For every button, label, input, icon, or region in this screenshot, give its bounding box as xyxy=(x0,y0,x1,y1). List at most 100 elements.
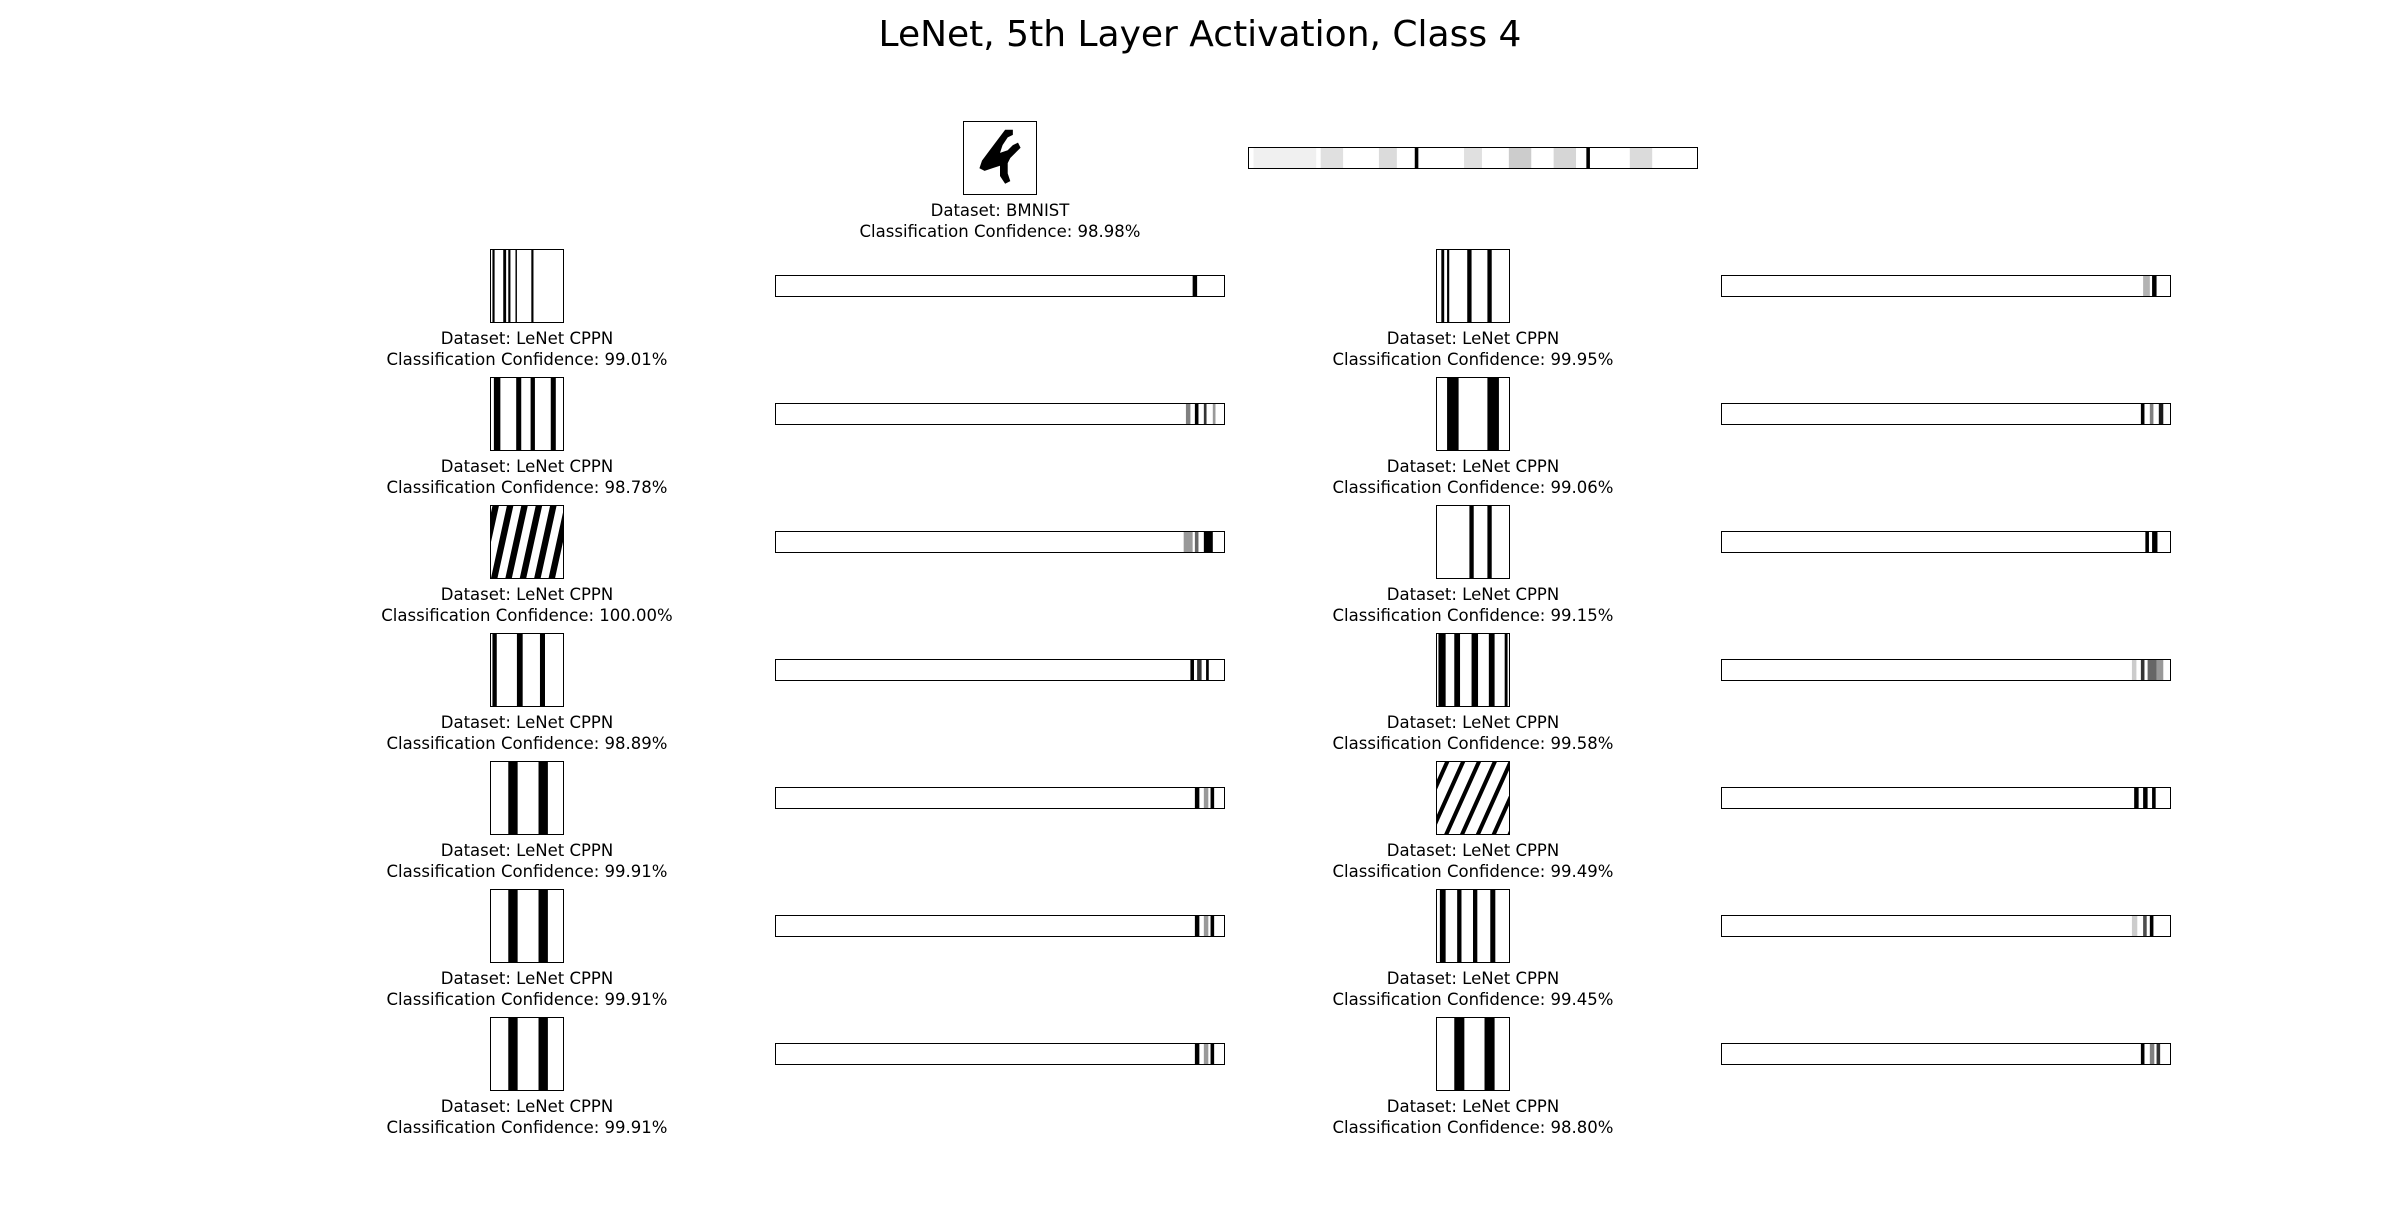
confidence-label: Classification Confidence: 99.49% xyxy=(1332,862,1614,881)
cppn-pattern-stripe xyxy=(531,250,534,322)
dataset-label: Dataset: LeNet CPPN xyxy=(440,713,614,732)
dataset-label: Dataset: LeNet CPPN xyxy=(440,969,614,988)
cppn-pattern-stripe xyxy=(1504,634,1508,706)
activation-stripe xyxy=(1194,1044,1200,1064)
cppn-pattern-stripe xyxy=(503,250,507,322)
cppn-pattern-stripe xyxy=(1487,378,1499,450)
activation-bar xyxy=(1721,915,2171,937)
cppn-pattern-svg xyxy=(1441,250,1492,322)
confidence-label: Classification Confidence: 98.80% xyxy=(1332,1118,1614,1137)
confidence-label: Classification Confidence: 99.15% xyxy=(1332,606,1614,625)
sample-caption: Dataset: LeNet CPPN Classification Confid… xyxy=(327,584,727,626)
activation-svg xyxy=(2145,532,2158,552)
confidence-label: Classification Confidence: 99.91% xyxy=(386,990,668,1009)
cppn-pattern-stripe xyxy=(1439,890,1446,962)
activation-svg xyxy=(2131,916,2154,936)
cppn-pattern-stripe xyxy=(1447,250,1450,322)
activation-stripe xyxy=(2152,788,2156,808)
activation-svg xyxy=(1183,532,1213,552)
confidence-label: Classification Confidence: 99.91% xyxy=(386,862,668,881)
cppn-pattern-diagonal-stripe xyxy=(491,506,514,578)
reference-activation-stripe xyxy=(1629,148,1653,168)
cppn-pattern-stripe xyxy=(1469,506,1474,578)
sample-caption: Dataset: LeNet CPPN Classification Confid… xyxy=(1273,712,1673,754)
cppn-pattern-stripe xyxy=(508,250,511,322)
activation-stripe xyxy=(1192,276,1198,296)
reference-activation-stripe xyxy=(1586,148,1590,168)
activation-bar xyxy=(1721,659,2171,681)
cppn-pattern-diagonal-stripe xyxy=(1475,762,1509,834)
cppn-pattern-svg xyxy=(508,890,548,962)
activation-stripe xyxy=(2140,1044,2145,1064)
cppn-pattern-stripe xyxy=(550,378,556,450)
cppn-pattern-stripe xyxy=(1441,250,1445,322)
activation-svg xyxy=(2131,660,2164,680)
activation-bar xyxy=(1721,403,2171,425)
activation-stripe xyxy=(2158,404,2164,424)
confidence-label: Classification Confidence: 100.00% xyxy=(381,606,673,625)
cppn-pattern-stripe xyxy=(538,1018,548,1090)
activation-stripe xyxy=(1194,532,1199,552)
activation-stripe xyxy=(2156,660,2164,680)
dataset-label: Dataset: LeNet CPPN xyxy=(1386,969,1560,988)
activation-stripe xyxy=(2131,660,2137,680)
activation-stripe xyxy=(2140,404,2145,424)
cppn-pattern-stripe xyxy=(1487,250,1492,322)
activation-bar xyxy=(1721,275,2171,297)
activation-stripe xyxy=(2131,916,2138,936)
confidence-label: Classification Confidence: 99.91% xyxy=(386,1118,668,1137)
confidence-label: Classification Confidence: 99.06% xyxy=(1332,478,1614,497)
sample-caption: Dataset: LeNet CPPN Classification Confid… xyxy=(327,328,727,370)
cppn-pattern-thumbnail xyxy=(490,377,564,451)
activation-bar xyxy=(775,659,1225,681)
confidence-label: Classification Confidence: 98.78% xyxy=(386,478,668,497)
cppn-pattern-stripe xyxy=(508,762,518,834)
activation-stripe xyxy=(2156,1044,2161,1064)
cppn-pattern-stripe xyxy=(1438,634,1446,706)
activation-bar xyxy=(775,531,1225,553)
reference-activation-stripe xyxy=(1508,148,1532,168)
sample-caption: Dataset: LeNet CPPN Classification Confid… xyxy=(327,456,727,498)
cppn-pattern-thumbnail xyxy=(1436,249,1510,323)
cppn-pattern-diagonal-stripe xyxy=(519,506,543,578)
reference-activation-stripe xyxy=(1253,148,1317,168)
cppn-pattern-thumbnail xyxy=(1436,633,1510,707)
cppn-pattern-svg xyxy=(491,506,563,578)
reference-caption: Dataset: BMNIST Classification Confidenc… xyxy=(800,200,1200,242)
reference-digit-thumbnail xyxy=(963,121,1037,195)
cppn-pattern-diagonal-stripe xyxy=(534,506,557,578)
activation-stripe xyxy=(2143,276,2150,296)
reference-activation-stripe xyxy=(1464,148,1482,168)
dataset-label: Dataset: LeNet CPPN xyxy=(1386,457,1560,476)
sample-caption: Dataset: LeNet CPPN Classification Confid… xyxy=(327,712,727,754)
activation-stripe xyxy=(1210,1044,1215,1064)
activation-bar xyxy=(775,1043,1225,1065)
activation-stripe xyxy=(2145,532,2149,552)
cppn-pattern-thumbnail xyxy=(490,249,564,323)
sample-caption: Dataset: LeNet CPPN Classification Confid… xyxy=(327,968,727,1010)
activation-stripe xyxy=(1185,404,1191,424)
activation-stripe xyxy=(2152,532,2158,552)
cppn-pattern-stripe xyxy=(1457,890,1462,962)
activation-svg xyxy=(1190,660,1209,680)
sample-caption: Dataset: LeNet CPPN Classification Confid… xyxy=(1273,840,1673,882)
activation-stripe xyxy=(1183,532,1193,552)
cppn-pattern-diagonal-stripe xyxy=(505,506,528,578)
cppn-pattern-stripe xyxy=(538,890,548,962)
cppn-pattern-svg xyxy=(1438,634,1508,706)
activation-bar xyxy=(775,403,1225,425)
dataset-label: Dataset: LeNet CPPN xyxy=(1386,841,1560,860)
reference-activation-bar xyxy=(1248,147,1698,169)
cppn-pattern-svg xyxy=(1454,1018,1495,1090)
cppn-pattern-stripe xyxy=(1471,634,1479,706)
cppn-pattern-stripe xyxy=(1490,890,1496,962)
dataset-label: Dataset: LeNet CPPN xyxy=(1386,713,1560,732)
dataset-label: Dataset: LeNet CPPN xyxy=(1386,1097,1560,1116)
activation-stripe xyxy=(2134,788,2139,808)
dataset-label: Dataset: LeNet CPPN xyxy=(1386,585,1560,604)
sample-caption: Dataset: LeNet CPPN Classification Confid… xyxy=(327,1096,727,1138)
sample-caption: Dataset: LeNet CPPN Classification Confid… xyxy=(1273,1096,1673,1138)
cppn-pattern-svg xyxy=(492,634,545,706)
cppn-pattern-thumbnail xyxy=(1436,1017,1510,1091)
